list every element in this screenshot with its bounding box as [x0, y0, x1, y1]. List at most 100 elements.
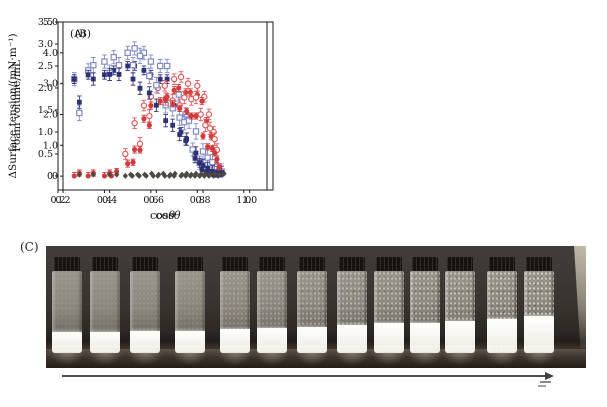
data-point	[130, 159, 136, 165]
vial-reflection	[522, 352, 556, 365]
vial-reflection	[128, 352, 162, 365]
x-tick-label: 1.0	[242, 195, 257, 206]
data-point	[199, 148, 207, 155]
data-point	[137, 147, 143, 153]
x-tick-label: 0.4	[102, 195, 117, 206]
vial	[523, 257, 555, 353]
data-point	[188, 171, 195, 178]
liquid-surface-line	[487, 318, 517, 321]
vial-reflection	[485, 352, 519, 365]
data-point	[113, 171, 120, 178]
panel-title: (B)	[75, 28, 91, 40]
arrow-end-mark	[540, 381, 551, 383]
data-point	[202, 122, 209, 129]
foam-layer	[52, 333, 82, 347]
x-tick-label: 0.2	[55, 195, 70, 206]
data-point	[184, 80, 192, 87]
data-point	[164, 76, 170, 82]
vial	[486, 257, 518, 353]
vial-body	[175, 271, 205, 353]
y-tick-label: 1.0	[38, 127, 53, 138]
foam-layer	[257, 329, 287, 347]
data-point	[177, 105, 183, 111]
data-point	[204, 154, 211, 161]
data-point	[141, 171, 148, 178]
vial-body	[524, 271, 554, 353]
data-point	[111, 67, 117, 73]
vial-body	[337, 271, 367, 353]
vial-reflection	[443, 352, 477, 365]
foam-layer	[90, 333, 120, 347]
y-tick-label: 0	[47, 171, 53, 182]
backlit-bottom	[257, 346, 287, 353]
vial-cap	[132, 257, 158, 272]
backlit-bottom	[175, 346, 205, 353]
data-point	[202, 170, 209, 177]
data-point	[125, 161, 131, 167]
y-tick-label: 1.5	[38, 105, 53, 116]
data-point	[211, 170, 218, 177]
vial	[129, 257, 161, 353]
vial-body	[297, 271, 327, 353]
vial-reflection	[50, 352, 84, 365]
x-tick-label: 0.6	[143, 195, 158, 206]
foam-layer	[524, 317, 554, 347]
vial-body	[487, 271, 517, 353]
data-point	[122, 150, 129, 158]
foam-layer	[130, 332, 160, 347]
foam-layer	[410, 324, 440, 347]
foam-layer	[220, 330, 250, 347]
vial	[296, 257, 328, 353]
data-point	[200, 162, 206, 168]
data-point	[172, 170, 178, 177]
data-point	[221, 170, 227, 177]
data-point	[114, 168, 120, 175]
vial-cap	[489, 257, 515, 272]
backlit-bottom	[374, 346, 404, 353]
vial-cap	[447, 257, 473, 272]
data-point	[204, 169, 210, 174]
data-point	[170, 101, 176, 107]
data-point	[102, 72, 107, 78]
data-point	[136, 52, 144, 60]
y-axis-label: Foam volume/mL	[11, 60, 23, 152]
data-point	[153, 81, 160, 89]
data-point	[107, 72, 113, 77]
data-point	[160, 170, 167, 177]
vial	[336, 257, 368, 353]
data-point	[205, 144, 211, 150]
data-point	[106, 171, 113, 178]
data-point	[146, 122, 152, 128]
data-point	[193, 170, 199, 177]
vial-body	[220, 271, 250, 353]
foam-layer	[297, 328, 327, 347]
data-point	[197, 160, 203, 166]
data-point	[197, 111, 204, 118]
data-point	[183, 170, 190, 177]
data-point	[212, 150, 218, 156]
data-point	[177, 132, 183, 137]
liquid-surface-line	[445, 320, 475, 323]
vial-photograph	[46, 246, 586, 368]
data-point	[101, 58, 108, 65]
y-tick-label: 3.5	[38, 17, 53, 28]
plot-frame	[62, 21, 274, 191]
data-point	[189, 146, 196, 153]
background-light-patch	[574, 246, 586, 348]
y-tick-label: 4.0	[43, 48, 58, 59]
vial-body	[90, 271, 120, 353]
data-point	[156, 62, 164, 70]
data-point	[131, 119, 138, 127]
data-point	[140, 102, 148, 109]
data-point	[175, 91, 182, 98]
vial	[256, 257, 288, 353]
data-point	[116, 72, 122, 77]
liquid-surface-line	[524, 315, 554, 318]
data-point	[177, 73, 185, 81]
x-tick-label: 0.8	[195, 195, 210, 206]
y-tick-label: 5.0	[43, 17, 58, 28]
x-tick-label: 1.0	[236, 195, 251, 206]
vial-reflection	[88, 352, 122, 365]
data-point	[90, 171, 97, 178]
